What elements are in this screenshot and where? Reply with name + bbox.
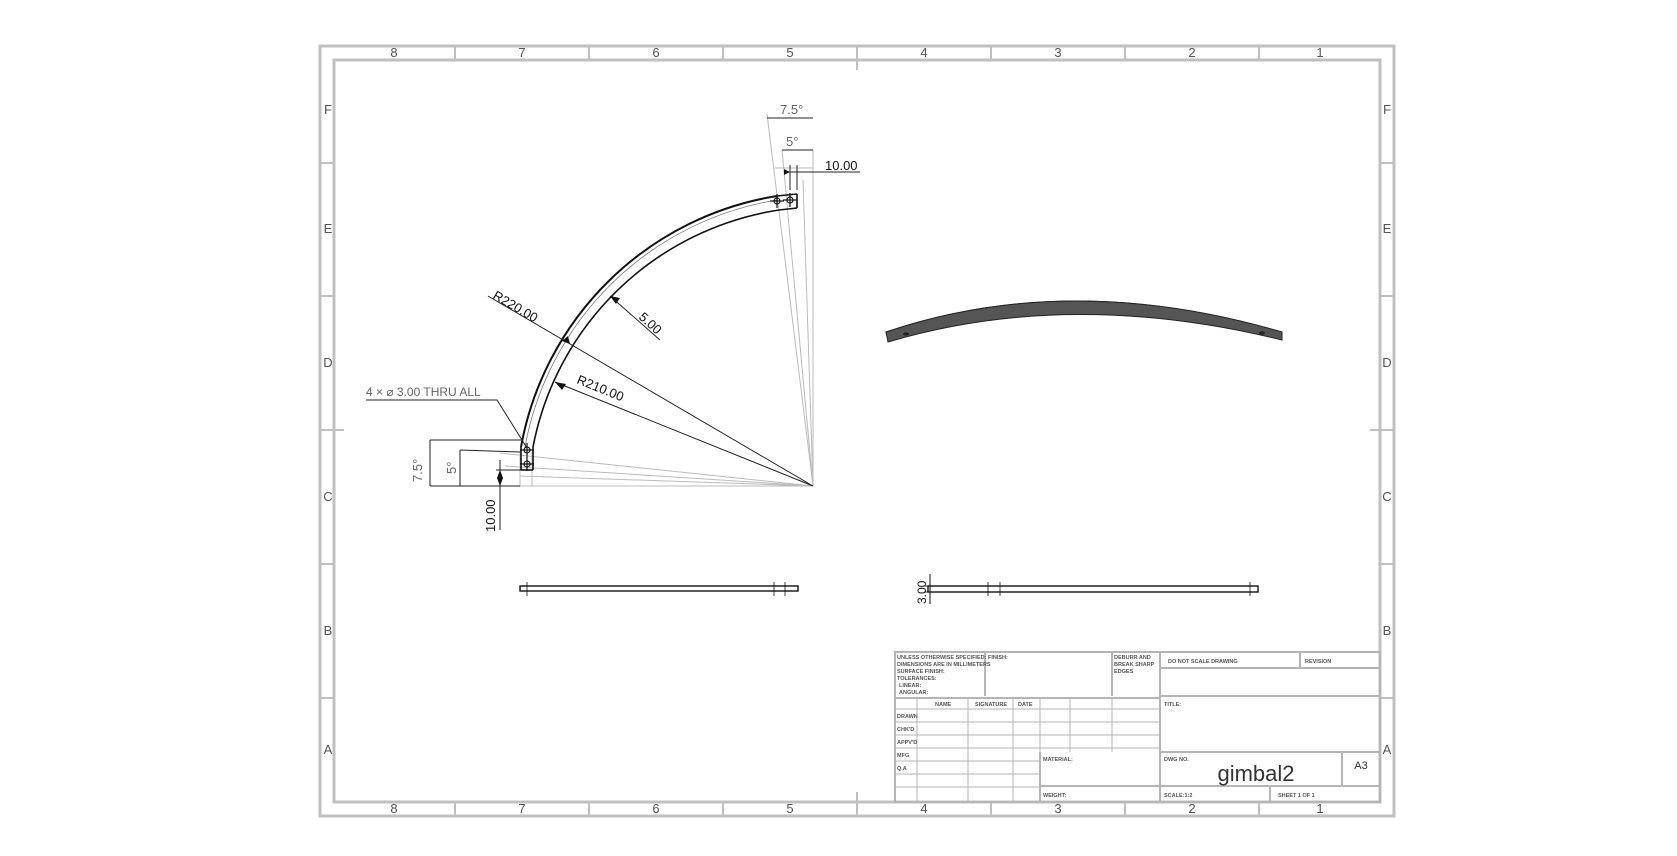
dim-top-angle-outer: 7.5° [780,102,803,117]
iso-hole [903,332,909,336]
dim-left-angle-inner: 5° [444,462,459,474]
col-label: 4 [920,801,927,816]
row-label: E [1383,221,1392,236]
row-label: F [324,102,332,117]
row-qa: Q.A [897,766,907,772]
column-labels-top: 8 7 6 5 4 3 2 1 [390,45,1323,60]
row-labels-right: F E D C B A [1382,102,1391,757]
outer-arc [520,195,778,448]
material-label: MATERIAL: [1043,757,1073,763]
outer-arc-shadow [524,199,778,448]
col-label: 4 [920,45,927,60]
unless-note-1: UNLESS OTHERWISE SPECIFIED: [897,655,987,661]
col-label: 2 [1188,45,1195,60]
title-label: TITLE: [1164,702,1181,708]
row-label: C [323,489,332,504]
row-label: D [1382,355,1391,370]
column-labels-bottom: 8 7 6 5 4 3 2 1 [390,801,1323,816]
scale-label: SCALE:1:2 [1164,793,1192,799]
unless-note-3: SURFACE FINISH: [897,669,945,675]
construction-lines [499,113,814,487]
row-chkd: CHK'D [897,727,914,733]
col-label: 3 [1054,45,1061,60]
dim-width: 5.00 [636,309,665,337]
dim-thickness: 3.00 [915,580,929,604]
dim-left-offset: 10.00 [483,499,498,532]
col-label: 5 [786,801,793,816]
col-label: 5 [786,45,793,60]
row-appvd: APPV'D [897,740,917,746]
row-label: B [1383,623,1392,638]
unless-note-2: DIMENSIONS ARE IN MILLIMETERS [897,662,991,668]
col-name: NAME [935,702,952,708]
col-label: 1 [1316,45,1323,60]
row-label: A [1383,742,1392,757]
do-not-scale: DO NOT SCALE DRAWING [1168,659,1238,665]
bottom-view-left [519,582,799,596]
dim-hole-callout: 4 × ⌀ 3.00 THRU ALL [366,385,481,399]
revision-label: REVISION [1305,659,1331,665]
deburr-note-3: EDGES [1114,669,1134,675]
dim-left-angle-outer: 7.5° [410,459,425,482]
inner-arc [532,209,780,448]
hole-leader [366,399,528,449]
width-leader [609,295,661,341]
front-view: 7.5° 5° 10.00 R220.00 5.00 R210.00 4 × ⌀… [366,102,860,532]
r210-leader [554,381,814,487]
sheet-label: SHEET 1 OF 1 [1278,793,1315,799]
row-labels-left: F E D C B A [323,102,332,757]
col-label: 8 [390,801,397,816]
col-label: 8 [390,45,397,60]
row-label: A [324,742,333,757]
finish-label: FINISH: [988,655,1008,661]
col-date: DATE [1018,702,1033,708]
top-end-2 [778,207,798,211]
part-name: gimbal2 [1217,761,1294,786]
dimension-lines [366,117,860,530]
isometric-view [884,300,1283,343]
col-label: 6 [652,801,659,816]
bottom-view-right [924,574,1259,604]
iso-hole [1259,331,1265,335]
dim-inner-radius: R210.00 [575,372,626,404]
sheet-size: A3 [1354,760,1367,772]
col-label: 7 [518,801,525,816]
deburr-note-2: BREAK SHARP [1114,662,1155,668]
row-label: F [1383,102,1391,117]
row-drawn: DRAWN [897,714,918,720]
row-label: D [323,355,332,370]
row-mfg: MFG [897,753,909,759]
col-label: 7 [518,45,525,60]
dim-top-offset: 10.00 [825,158,858,173]
iso-side-face [885,300,1283,343]
sheet-border [318,44,1396,818]
dwg-no-label: DWG NO. [1164,757,1189,763]
dim-top-angle-inner: 5° [786,134,798,149]
col-label: 1 [1316,801,1323,816]
title-block [894,651,1381,803]
unless-note-4: TOLERANCES: [897,676,937,682]
row-label: B [324,623,333,638]
unless-note-6: ANGULAR: [899,690,928,696]
dim-outer-radius: R220.00 [491,288,541,326]
col-label: 3 [1054,801,1061,816]
deburr-note-1: DEBURR AND [1114,655,1151,661]
arrowheads [497,169,790,486]
row-label: C [1382,489,1391,504]
unless-note-5: LINEAR: [899,683,921,689]
col-label: 2 [1188,801,1195,816]
title-block-text: UNLESS OTHERWISE SPECIFIED: DIMENSIONS A… [897,655,1331,799]
r220-leader [487,295,814,487]
top-end [776,193,798,197]
holes [520,193,797,471]
weight-label: WEIGHT: [1043,793,1066,799]
col-label: 6 [652,45,659,60]
col-signature: SIGNATURE [975,702,1007,708]
row-label: E [324,221,333,236]
